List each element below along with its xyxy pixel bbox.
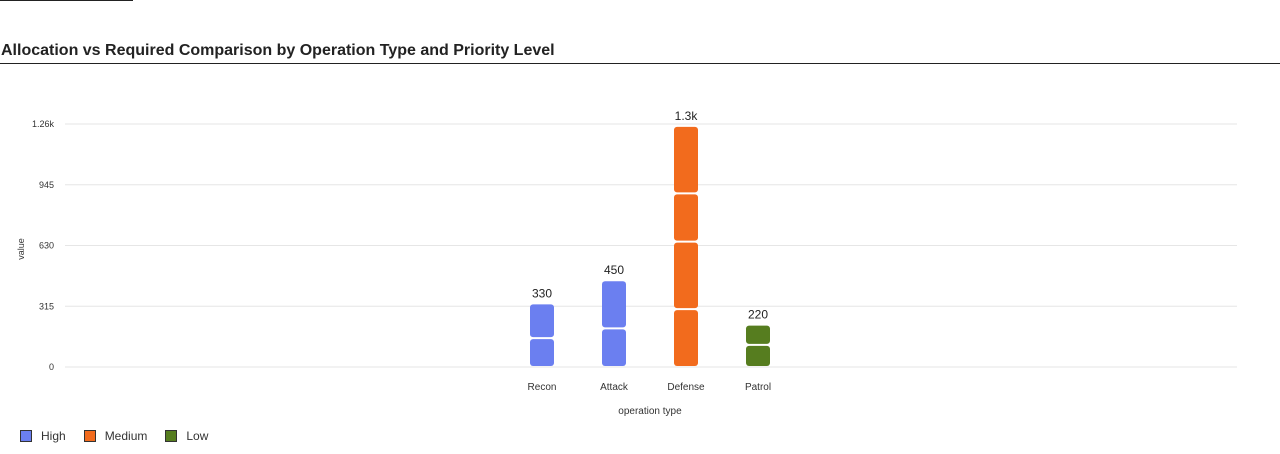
top-rule <box>0 0 133 1</box>
y-tick-label: 1.26k <box>32 119 55 129</box>
legend: High Medium Low <box>20 429 226 443</box>
legend-item-low[interactable]: Low <box>165 429 208 443</box>
y-tick-label: 630 <box>39 241 54 251</box>
bar-segment-attack <box>602 281 626 328</box>
bar-segment-defense <box>674 194 698 241</box>
y-tick-label: 945 <box>39 180 54 190</box>
bar-segment-recon <box>530 339 554 366</box>
legend-swatch-high <box>20 430 32 442</box>
legend-item-high[interactable]: High <box>20 429 66 443</box>
data-label: 1.3k <box>675 109 699 123</box>
bar-segment-recon <box>530 304 554 338</box>
bar-segment-attack <box>602 329 626 366</box>
x-tick-label: Recon <box>528 382 557 393</box>
data-label: 330 <box>532 286 552 300</box>
bar-segment-defense <box>674 242 698 309</box>
legend-swatch-medium <box>83 430 96 442</box>
legend-item-medium[interactable]: Medium <box>83 429 148 443</box>
legend-label-high: High <box>41 429 66 443</box>
bar-segment-defense <box>674 310 698 366</box>
bar-segment-patrol <box>746 345 770 366</box>
y-axis-label: value <box>16 238 26 260</box>
data-label: 220 <box>748 308 768 322</box>
data-label: 450 <box>604 263 624 277</box>
y-tick-label: 315 <box>39 301 54 311</box>
x-tick-label: Defense <box>667 382 705 393</box>
y-tick-label: 0 <box>49 362 54 372</box>
bar-segment-defense <box>674 126 698 193</box>
x-axis-label: operation type <box>618 406 682 417</box>
x-tick-label: Attack <box>600 382 629 393</box>
legend-swatch-low <box>165 430 178 442</box>
legend-label-medium: Medium <box>104 429 148 443</box>
chart-title: Allocation vs Required Comparison by Ope… <box>1 42 555 59</box>
legend-label-low: Low <box>186 429 209 443</box>
bar-segment-patrol <box>746 325 770 344</box>
title-rule <box>0 63 1280 64</box>
x-tick-label: Patrol <box>745 382 771 393</box>
